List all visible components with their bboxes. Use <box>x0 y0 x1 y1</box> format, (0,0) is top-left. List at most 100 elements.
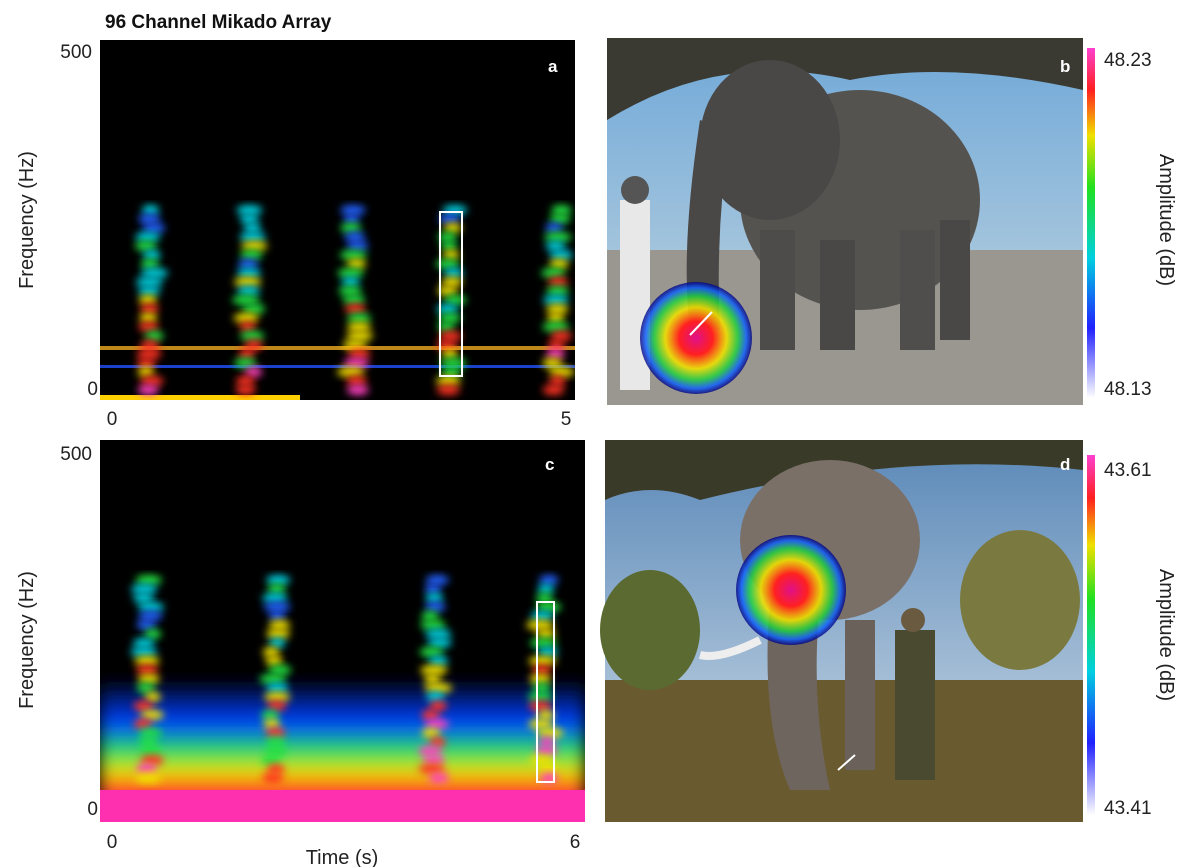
y-axis-label: Frequency (Hz) <box>16 571 38 709</box>
spectral-energy <box>429 737 446 747</box>
spectral-energy <box>428 656 449 666</box>
spectral-energy <box>130 647 158 657</box>
spectral-energy <box>138 611 163 621</box>
spectral-energy <box>544 232 572 242</box>
spectral-energy <box>136 620 157 630</box>
spectral-energy <box>137 367 155 377</box>
spectral-energy <box>425 575 449 585</box>
spectral-energy <box>542 295 569 305</box>
spectral-energy <box>233 358 257 368</box>
spectral-energy <box>266 629 291 639</box>
spectral-energy <box>136 683 156 693</box>
spectral-energy <box>539 575 559 585</box>
spectral-energy <box>141 205 160 215</box>
spectral-energy <box>440 358 467 368</box>
spectral-energy <box>142 223 166 233</box>
spectral-energy <box>244 367 263 377</box>
spectral-energy <box>140 755 165 765</box>
spectral-energy <box>340 223 362 233</box>
spectral-energy <box>261 710 280 720</box>
spectral-energy <box>140 746 162 756</box>
spectral-energy <box>419 647 444 657</box>
spectral-energy <box>266 683 289 693</box>
spectral-energy <box>263 719 281 729</box>
spectral-energy <box>548 277 569 287</box>
spectral-energy <box>140 304 159 314</box>
spectral-energy <box>346 331 373 341</box>
spectral-energy <box>136 665 159 675</box>
spectral-energy <box>526 620 554 630</box>
spectral-energy <box>259 674 287 684</box>
spectral-energy <box>528 656 557 666</box>
y-tick-label: 500 <box>60 444 92 465</box>
spectral-energy <box>535 602 562 612</box>
spectral-energy <box>443 268 464 278</box>
spectral-energy <box>338 286 362 296</box>
panel-label: d <box>1060 455 1070 474</box>
spectral-energy <box>424 584 442 594</box>
spectral-energy <box>239 214 259 224</box>
spectral-energy <box>261 755 282 765</box>
y-tick-label: 0 <box>87 799 98 820</box>
spectral-energy <box>545 349 565 359</box>
spectral-energy <box>239 322 256 332</box>
spectral-energy <box>140 710 164 720</box>
spectral-energy <box>134 241 157 251</box>
spectral-energy <box>441 367 462 377</box>
spectral-energy <box>537 710 555 720</box>
x-tick-label: 0 <box>107 409 118 430</box>
spectral-energy <box>262 647 280 657</box>
spectral-energy <box>421 728 441 738</box>
spectral-energy <box>532 665 552 675</box>
spectral-energy <box>261 773 284 783</box>
spectral-energy <box>424 719 450 729</box>
spectral-energy <box>537 647 558 657</box>
spectral-energy <box>265 656 283 666</box>
spectral-energy <box>266 764 285 774</box>
spectral-energy <box>241 241 268 251</box>
spectral-energy <box>436 340 458 350</box>
spectral-energy <box>443 223 462 233</box>
colorbar <box>1087 455 1095 815</box>
spectral-energy <box>133 701 154 711</box>
spectral-energy <box>138 737 158 747</box>
spectral-energy <box>133 719 153 729</box>
spectral-energy <box>268 620 291 630</box>
spectral-energy <box>346 259 366 269</box>
spectral-energy <box>346 241 369 251</box>
spectral-energy <box>336 367 365 377</box>
spectral-energy <box>235 376 256 386</box>
spectral-energy <box>142 250 161 260</box>
spectral-energy <box>428 773 450 783</box>
spectral-energy <box>135 232 161 242</box>
spectral-energy <box>535 746 558 756</box>
spectral-energy <box>421 611 439 621</box>
spectral-energy <box>427 638 452 648</box>
spectral-energy <box>530 611 555 621</box>
spectral-energy <box>263 602 291 612</box>
spectral-energy <box>425 602 446 612</box>
spectral-energy <box>536 728 564 738</box>
spectral-energy <box>549 214 571 224</box>
spectral-energy <box>538 737 556 747</box>
spectral-energy <box>437 322 455 332</box>
spectral-energy <box>425 593 444 603</box>
spectral-energy <box>235 385 256 395</box>
spectral-energy <box>238 349 255 359</box>
colorbar-max: 48.23 <box>1104 50 1152 71</box>
spectral-energy <box>347 349 371 359</box>
spectral-energy <box>537 584 555 594</box>
spectral-energy <box>138 295 157 305</box>
spectral-energy <box>420 665 448 675</box>
spectral-energy <box>140 268 169 278</box>
spectral-energy <box>549 376 566 386</box>
spectral-energy <box>134 773 162 783</box>
colorbar <box>1087 48 1095 398</box>
spectral-energy <box>536 593 553 603</box>
spectral-energy <box>441 349 459 359</box>
x-axis-label: Time (s) <box>306 847 379 867</box>
spectral-energy <box>441 277 463 287</box>
spectral-energy <box>425 629 452 639</box>
spectral-energy <box>264 746 288 756</box>
